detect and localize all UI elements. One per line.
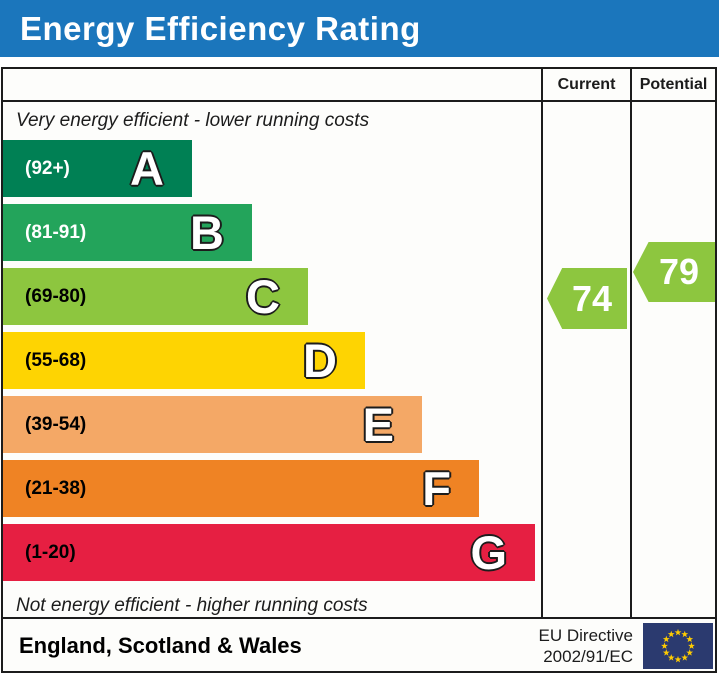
header-potential-cell: Potential [630,69,715,100]
eu-directive-line1: EU Directive [538,625,633,645]
band-letter: D [303,334,337,387]
band-range-label: (1-20) [25,541,76,563]
band-letter: F [422,462,451,515]
eu-flag-icon [643,623,713,669]
band-bar: (81-91) B [3,204,252,261]
potential-column: 79 [630,102,715,617]
table-body-row: Very energy efficient - lower running co… [3,102,715,617]
current-rating-arrow: 74 [547,268,627,329]
region-label: England, Scotland & Wales [19,633,302,658]
potential-rating-value: 79 [658,251,700,292]
band-letter: A [130,142,164,195]
current-column-label: Current [557,75,616,93]
bands-column: Very energy efficient - lower running co… [3,102,541,617]
header-current-cell: Current [541,69,630,100]
potential-rating-arrow: 79 [633,242,715,302]
band-range-label: (92+) [25,157,70,179]
rating-table: Current Potential Very energy efficient … [1,67,717,673]
current-rating-value: 74 [571,277,613,319]
page-title: Energy Efficiency Rating [20,9,421,47]
current-column: 74 [541,102,630,617]
band-bar: (92+) A [3,140,192,197]
band-range-label: (21-38) [25,477,87,499]
table-header-row: Current Potential [3,69,715,102]
band-range-label: (55-68) [25,349,87,371]
header-spacer-cell [3,69,541,100]
table-footer-row: England, Scotland & Wales EU Directive 2… [3,617,715,673]
band-bar: (69-80) C [3,268,308,325]
band-bar: (1-20) G [3,524,535,581]
eu-directive-line2: 2002/91/EC [543,647,633,666]
bottom-caption: Not energy efficient - higher running co… [16,595,368,616]
band-letter: E [362,398,394,451]
band-row: (69-80) C [3,268,541,325]
band-range-label: (81-91) [25,221,87,243]
band-letter: C [246,270,280,323]
band-row: (21-38) F [3,460,541,517]
title-bar: Energy Efficiency Rating [0,0,719,57]
potential-column-label: Potential [639,75,708,93]
band-letter: B [190,206,224,259]
band-row: (39-54) E [3,396,541,453]
band-bar: (21-38) F [3,460,479,517]
band-row: (92+) A [3,140,541,197]
bands: (92+) A (81-91) B (69-80) C (55-68) D (3… [3,140,541,581]
band-range-label: (39-54) [25,413,87,435]
eu-directive-label: EU Directive 2002/91/EC [539,625,633,668]
band-letter: G [470,526,507,579]
band-row: (1-20) G [3,524,541,581]
band-range-label: (69-80) [25,285,87,307]
band-row: (81-91) B [3,204,541,261]
band-row: (55-68) D [3,332,541,389]
band-bar: (39-54) E [3,396,422,453]
top-caption: Very energy efficient - lower running co… [16,110,370,131]
band-bar: (55-68) D [3,332,365,389]
